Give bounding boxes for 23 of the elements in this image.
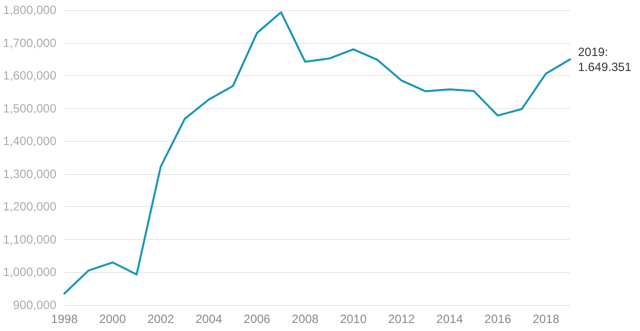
x-tick-label: 2014 [436, 312, 464, 326]
y-tick-label: 1,800,000 [2, 3, 57, 17]
y-tick-label: 1,000,000 [2, 265, 57, 280]
y-tick-label: 1,500,000 [2, 101, 57, 116]
x-tick-label: 2018 [532, 312, 560, 326]
x-tick-label: 2000 [99, 312, 126, 326]
annotation: 2019: 1.649.351 [578, 44, 632, 74]
x-tick-label: 2010 [340, 312, 367, 326]
line-series [63, 11, 571, 295]
y-tick-label: 1,700,000 [2, 36, 57, 50]
x-tick-label: 2012 [388, 312, 416, 326]
x-tick-label: 1998 [51, 312, 78, 326]
x-tick-label: 2004 [195, 312, 223, 326]
x-tick-label: 2016 [484, 312, 512, 326]
y-tick-label: 1,300,000 [2, 166, 57, 181]
y-tick-label: 1,400,000 [2, 134, 57, 148]
x-tick-label: 2008 [292, 312, 319, 326]
y-tick-label: 1,600,000 [2, 68, 57, 83]
y-tick-label: 900,000 [12, 298, 57, 312]
x-tick-label: 2002 [147, 312, 174, 326]
x-tick-label: 2006 [244, 312, 271, 326]
y-tick-label: 1,200,000 [2, 200, 57, 214]
y-tick-label: 1,100,000 [2, 232, 57, 246]
